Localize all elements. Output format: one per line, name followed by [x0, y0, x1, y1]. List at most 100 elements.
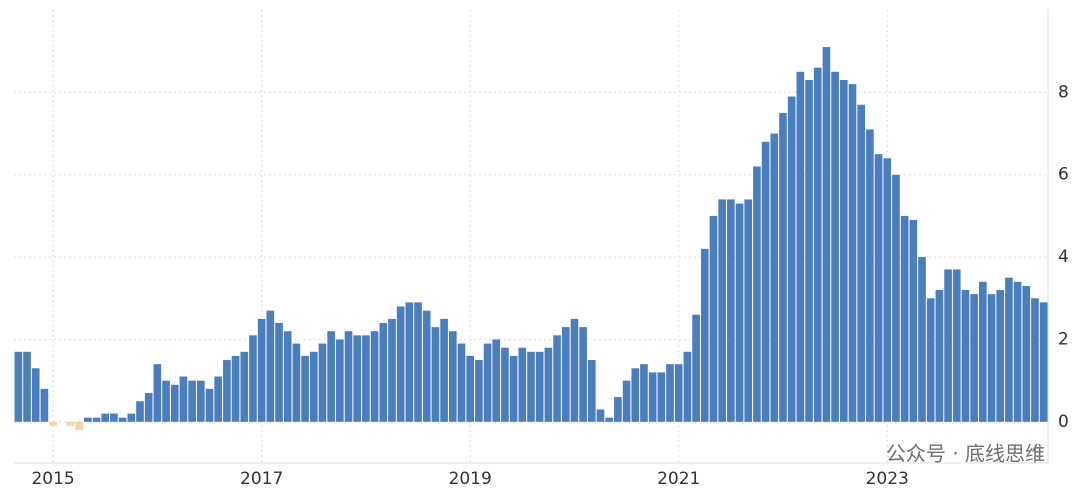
bar	[223, 360, 231, 422]
bar	[457, 343, 466, 422]
bar	[735, 203, 744, 422]
bar	[66, 421, 75, 426]
bar	[805, 80, 813, 422]
bar	[370, 331, 379, 422]
bar	[961, 290, 970, 422]
bar	[544, 347, 553, 422]
bar	[492, 339, 501, 422]
bar	[605, 417, 614, 422]
bar	[336, 339, 344, 422]
bar	[744, 199, 753, 422]
bar	[831, 71, 839, 422]
bar	[614, 397, 622, 422]
bar	[162, 380, 170, 422]
bar	[631, 368, 640, 422]
bar	[196, 380, 205, 422]
bar	[440, 318, 448, 422]
bar	[257, 318, 266, 422]
bar	[918, 257, 926, 422]
bar	[640, 364, 648, 422]
bar	[362, 335, 370, 422]
bar	[1005, 277, 1013, 422]
y-tick-label: 0	[1058, 412, 1069, 432]
x-tick-label: 2023	[866, 469, 909, 489]
bar	[127, 413, 136, 422]
bar	[240, 351, 249, 422]
bar	[40, 388, 49, 422]
bar	[692, 314, 700, 422]
bar	[579, 327, 587, 422]
bar	[49, 421, 57, 426]
y-tick-label: 8	[1058, 82, 1069, 102]
bar	[535, 351, 544, 422]
bar	[761, 141, 770, 422]
bar	[118, 417, 127, 422]
bar	[796, 71, 805, 422]
bar	[179, 376, 188, 422]
bar	[874, 154, 883, 422]
bar	[553, 335, 561, 422]
bar	[509, 355, 518, 422]
bar	[935, 290, 944, 422]
bar	[892, 174, 900, 422]
bar	[483, 343, 492, 422]
bar	[501, 347, 509, 422]
bar	[84, 417, 92, 422]
bar	[839, 80, 848, 422]
bar	[266, 310, 275, 422]
bar	[344, 331, 353, 422]
bar	[866, 129, 874, 422]
bar	[883, 158, 892, 422]
bar	[318, 343, 327, 422]
bar	[709, 215, 718, 422]
bar	[475, 360, 483, 422]
bar	[249, 335, 257, 422]
bar	[570, 318, 579, 422]
bar	[970, 294, 978, 422]
bar	[422, 310, 431, 422]
bar	[518, 347, 527, 422]
bar	[301, 355, 309, 422]
bar	[14, 351, 23, 422]
bar	[909, 220, 918, 422]
bar	[700, 248, 709, 422]
bar	[448, 331, 457, 422]
watermark: 公众号 · 底线思维	[886, 442, 1045, 466]
bar	[170, 384, 179, 422]
bar	[396, 306, 405, 422]
bar	[23, 351, 31, 422]
bar	[926, 298, 935, 422]
bar	[596, 409, 605, 422]
y-tick-label: 4	[1058, 247, 1069, 267]
bar	[979, 281, 987, 422]
bar	[648, 372, 657, 422]
bar	[110, 413, 118, 422]
bar	[379, 322, 388, 422]
bar	[779, 112, 787, 422]
bar	[1013, 281, 1022, 422]
bar	[214, 376, 223, 422]
bar	[718, 199, 726, 422]
bar	[136, 401, 144, 422]
y-tick-label: 2	[1058, 329, 1069, 349]
bar	[753, 166, 761, 422]
bar	[622, 380, 631, 422]
bar	[388, 318, 396, 422]
bar	[283, 331, 292, 422]
x-tick-label: 2015	[31, 469, 74, 489]
bar	[996, 290, 1005, 422]
bar	[527, 351, 535, 422]
bar	[92, 417, 101, 422]
bar	[770, 133, 779, 422]
bar	[353, 335, 362, 422]
bar	[1039, 302, 1048, 422]
bar	[327, 331, 335, 422]
x-tick-label: 2017	[240, 469, 283, 489]
bar	[683, 351, 692, 422]
bar	[822, 47, 831, 422]
bar	[944, 269, 952, 422]
bar	[588, 360, 596, 422]
bar	[188, 380, 196, 422]
